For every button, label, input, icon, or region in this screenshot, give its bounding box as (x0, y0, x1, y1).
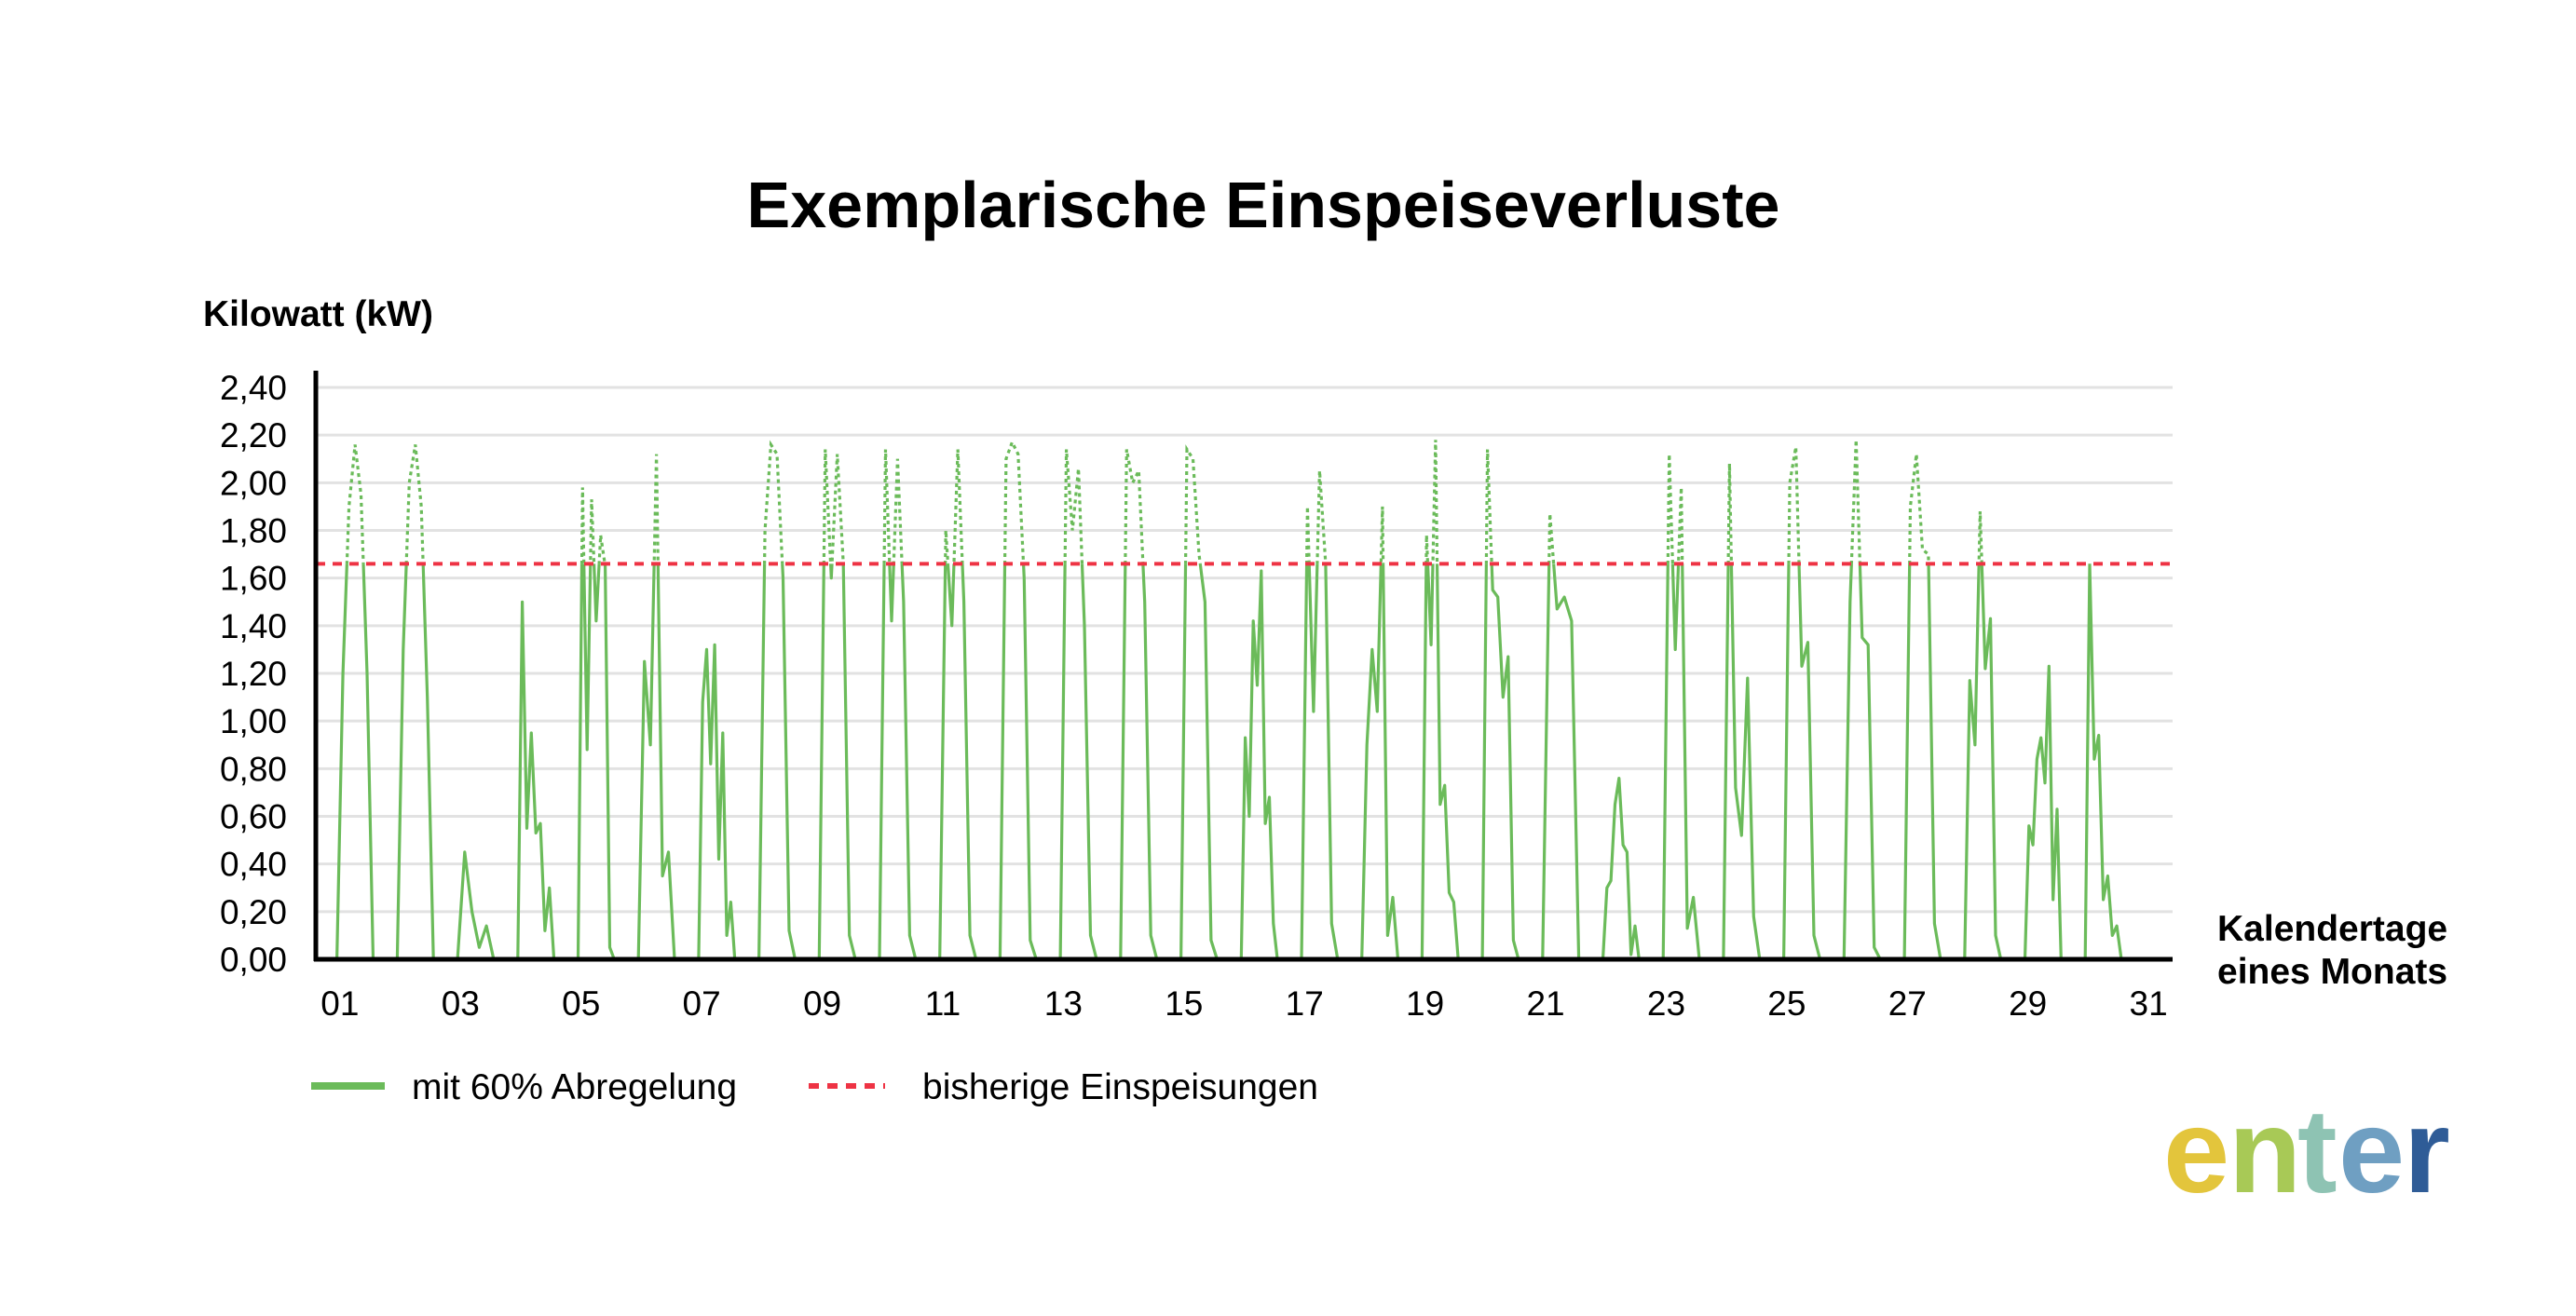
x-tick-label: 03 (442, 984, 480, 1023)
y-tick-label: 1,20 (220, 655, 287, 693)
y-tick-label: 1,40 (220, 607, 287, 645)
series-day-line (878, 563, 918, 960)
series-day-line (757, 563, 797, 960)
series-day-line (1480, 563, 1520, 960)
series-day-line (636, 563, 676, 960)
series-day-excess (345, 444, 365, 564)
series-day-excess (822, 449, 845, 564)
series-day-line (395, 563, 435, 960)
series-day-excess (1002, 438, 1026, 564)
series-day-line (1842, 563, 1882, 960)
series-day-line (1300, 563, 1340, 960)
series-day-line (1058, 563, 1098, 960)
series-day-line (1782, 563, 1822, 960)
x-axis-title-line-2: eines Monats (2217, 952, 2447, 992)
y-axis-title: Kilowatt (kW) (203, 294, 433, 334)
y-tick-label: 2,40 (220, 369, 287, 407)
series-day-line (576, 563, 616, 960)
x-tick-label: 25 (1767, 984, 1806, 1023)
series-day-excess (652, 454, 660, 564)
x-tick-label: 23 (1647, 984, 1685, 1023)
series-day-line (998, 563, 1038, 960)
axes (313, 371, 2173, 962)
logo-letter: t (2297, 1085, 2337, 1218)
x-tick-label: 31 (2130, 984, 2168, 1023)
series-day-line (817, 563, 857, 960)
y-tick-label: 2,00 (220, 464, 287, 502)
series-day-line (1119, 563, 1159, 960)
series-day-excess (1063, 449, 1084, 564)
x-axis-title-line-1: Kalendertage (2217, 909, 2447, 949)
series-day-excess (1787, 446, 1801, 564)
y-tick-label: 2,20 (220, 416, 287, 454)
legend-label-bisherige: bisherige Einspeisungen (922, 1067, 1318, 1107)
x-tick-label: 11 (925, 984, 961, 1023)
y-tick-label: 0,40 (220, 846, 287, 884)
series-day-line (1963, 563, 2003, 960)
series-day-line (697, 643, 737, 960)
series-day-excess (944, 449, 964, 564)
x-tick-label: 01 (320, 984, 359, 1023)
series-day-line (938, 563, 978, 960)
series-day-excess (882, 449, 904, 564)
y-tick-label: 0,20 (220, 893, 287, 931)
y-tick-label: 1,00 (220, 702, 287, 740)
x-tick-label: 15 (1165, 984, 1203, 1023)
x-tick-labels: 01 03 05 07 09 11 13 15 17 19 21 23 25 27 29 31 (320, 984, 2167, 1023)
legend: mit 60% Abregelung bisherige Einspeisung… (311, 1067, 1318, 1107)
series-day-excess (1183, 444, 1202, 564)
x-tick-label: 09 (803, 984, 841, 1023)
series-day-line (1601, 776, 1641, 960)
series-layer (335, 438, 2123, 960)
x-tick-label: 05 (562, 984, 600, 1023)
series-day-line (335, 563, 375, 960)
x-tick-label: 29 (2009, 984, 2047, 1023)
series-day-line (1902, 563, 1942, 960)
series-day-line (2083, 563, 2123, 960)
logo-letter: r (2404, 1085, 2450, 1218)
series-day-line (1360, 563, 1400, 960)
chart-title: Exemplarische Einspeiseverluste (747, 169, 1780, 241)
y-tick-label: 0,80 (220, 750, 287, 788)
x-tick-label: 17 (1286, 984, 1324, 1023)
gridlines (316, 386, 2173, 914)
y-tick-labels: 0,00 0,20 0,40 0,60 0,80 1,00 1,20 1,40 1,60 1,80… (220, 369, 287, 979)
series-day-line (1420, 563, 1460, 960)
y-tick-label: 0,00 (220, 941, 287, 979)
series-day-line (456, 850, 496, 960)
series-day-line (1179, 563, 1219, 960)
logo-letter: e (2338, 1085, 2405, 1218)
series-day-line (1239, 569, 1279, 960)
x-tick-label: 27 (1888, 984, 1927, 1023)
y-tick-label: 1,60 (220, 560, 287, 598)
series-day-excess (404, 444, 425, 564)
x-tick-label: 07 (683, 984, 721, 1023)
series-day-line (516, 600, 556, 960)
series-day-line (2023, 664, 2063, 960)
series-day-line (1722, 563, 1762, 960)
series-day-excess (1124, 449, 1145, 564)
logo-letter: n (2228, 1085, 2301, 1218)
series-day-line (1541, 563, 1581, 960)
series-day-excess (1484, 449, 1493, 564)
x-tick-label: 19 (1406, 984, 1444, 1023)
legend-label-abregelung: mit 60% Abregelung (412, 1067, 737, 1107)
x-tick-label: 21 (1526, 984, 1564, 1023)
y-tick-label: 0,60 (220, 798, 287, 836)
series-day-line (1661, 563, 1701, 960)
y-tick-label: 1,80 (220, 512, 287, 550)
x-tick-label: 13 (1044, 984, 1083, 1023)
logo-letter: e (2163, 1085, 2229, 1218)
